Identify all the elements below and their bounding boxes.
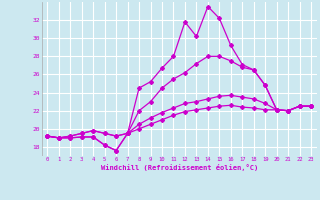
X-axis label: Windchill (Refroidissement éolien,°C): Windchill (Refroidissement éolien,°C): [100, 164, 258, 171]
